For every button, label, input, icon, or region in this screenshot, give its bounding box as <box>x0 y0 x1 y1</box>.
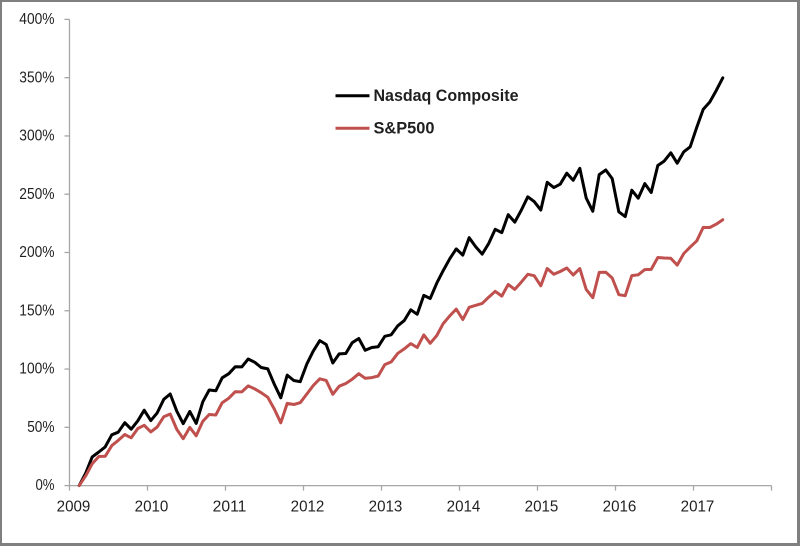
svg-text:Nasdaq Composite: Nasdaq Composite <box>374 86 519 105</box>
svg-text:2013: 2013 <box>369 499 403 516</box>
svg-text:200%: 200% <box>19 244 54 261</box>
svg-text:S&P500: S&P500 <box>374 119 435 138</box>
svg-text:2011: 2011 <box>213 499 247 516</box>
svg-text:100%: 100% <box>19 361 54 378</box>
svg-text:2014: 2014 <box>447 499 481 516</box>
svg-text:2009: 2009 <box>57 499 91 516</box>
svg-text:50%: 50% <box>27 419 54 436</box>
svg-text:150%: 150% <box>19 302 54 319</box>
svg-text:0%: 0% <box>36 477 55 494</box>
svg-text:2012: 2012 <box>291 499 325 516</box>
svg-text:2017: 2017 <box>681 499 715 516</box>
svg-text:250%: 250% <box>19 186 54 203</box>
svg-text:2015: 2015 <box>525 499 559 516</box>
svg-text:2016: 2016 <box>603 499 637 516</box>
svg-text:300%: 300% <box>19 128 54 145</box>
svg-text:350%: 350% <box>19 69 54 86</box>
svg-text:2010: 2010 <box>135 499 169 516</box>
svg-text:400%: 400% <box>19 11 54 28</box>
